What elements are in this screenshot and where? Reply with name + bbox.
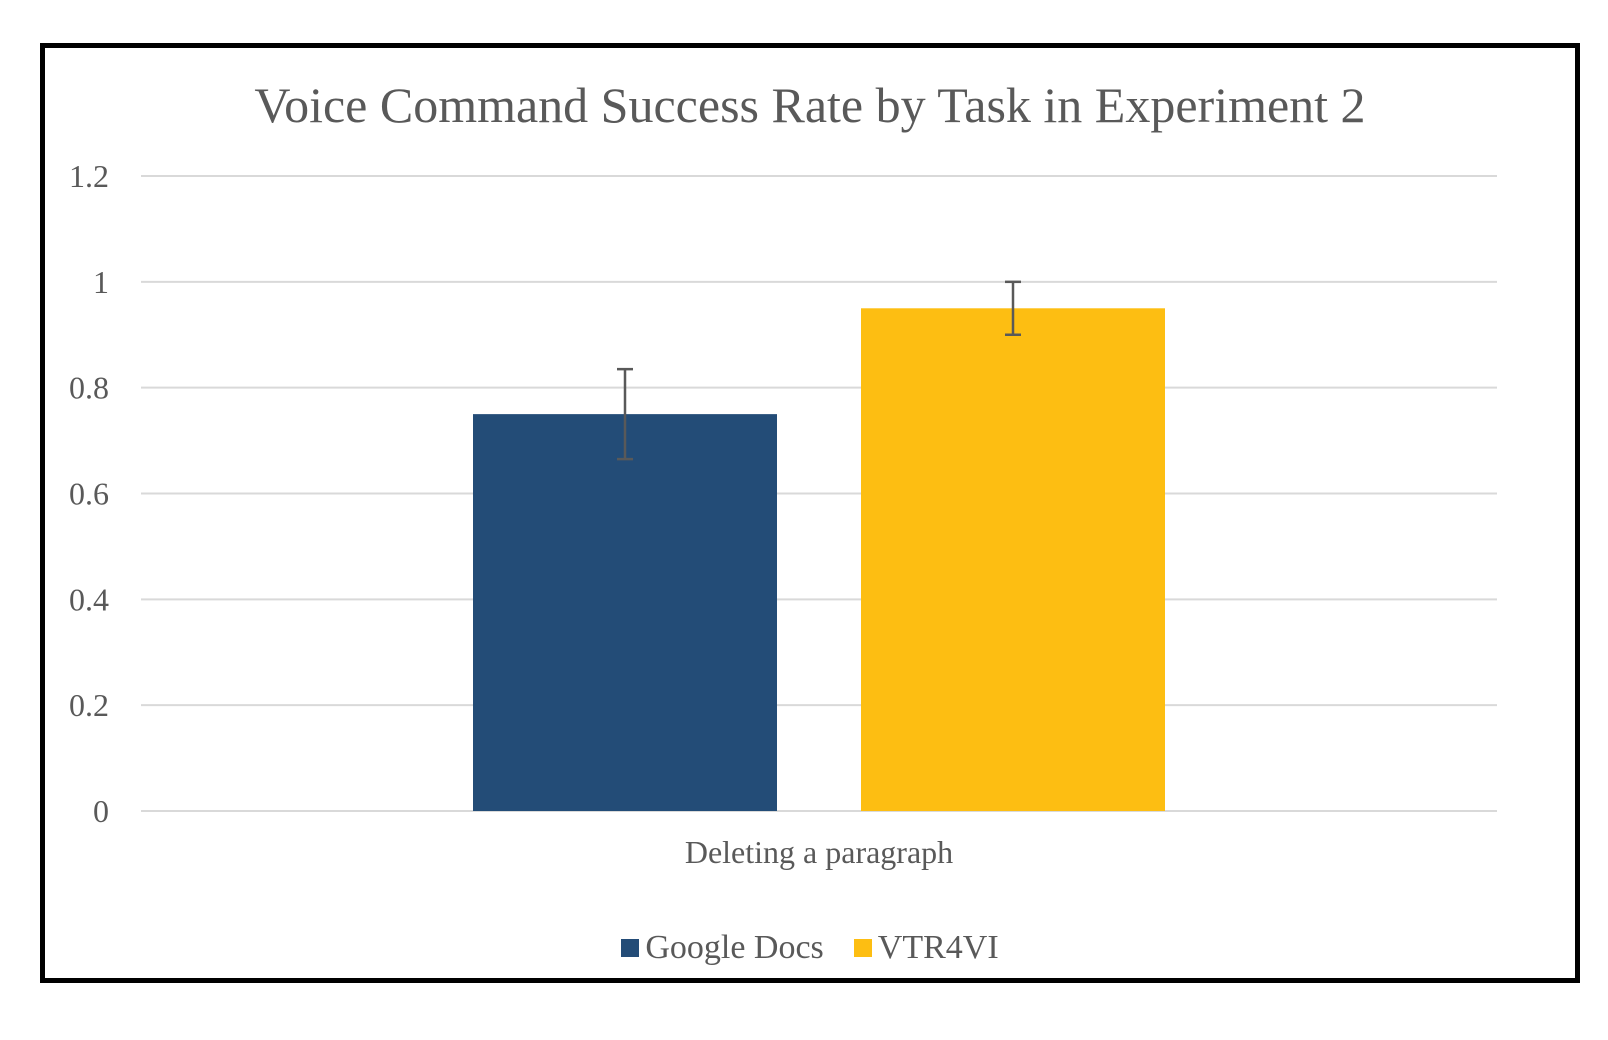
- legend-label: Google Docs: [645, 929, 824, 966]
- legend-item: VTR4VI: [853, 929, 999, 967]
- y-tick-label: 0.2: [69, 687, 109, 723]
- chart-title: Voice Command Success Rate by Task in Ex…: [254, 77, 1366, 133]
- legend-label: VTR4VI: [877, 929, 999, 966]
- y-tick-label: 1: [93, 264, 109, 300]
- bar-vtr4vi: [861, 308, 1165, 811]
- legend-swatch: [853, 939, 872, 957]
- y-tick-label: 0.6: [69, 476, 109, 512]
- chart-plot-area: 0 0.2 0.4 0.6 0.8 1 1.2 Deleting a paragraph: [69, 158, 1497, 870]
- y-tick-label: 0.8: [69, 370, 109, 406]
- y-tick-label: 1.2: [69, 158, 109, 194]
- x-tick-label: Deleting a paragraph: [685, 834, 953, 870]
- y-tick-label: 0: [93, 793, 109, 829]
- chart-frame: Voice Command Success Rate by Task in Ex…: [40, 43, 1580, 983]
- legend-item: Google Docs: [621, 929, 824, 967]
- chart-legend: Google Docs VTR4VI: [45, 928, 1575, 967]
- bar-google-docs: [473, 414, 777, 811]
- y-tick-label: 0.4: [69, 581, 109, 617]
- legend-swatch: [621, 939, 640, 957]
